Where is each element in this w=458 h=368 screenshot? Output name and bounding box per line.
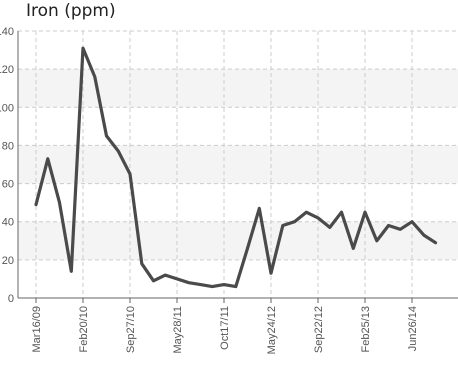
data-point [269,272,273,275]
data-point [434,241,437,244]
data-point [140,262,143,265]
data-point [46,157,49,160]
data-point [222,283,226,286]
y-tick-label: 140 [0,26,14,38]
data-point [258,207,261,210]
y-tick-label: 20 [2,255,14,267]
background-band [18,69,458,108]
data-point [199,283,202,286]
data-point [387,224,390,227]
tick-labels: 0 20 40 60 80 100 120 140 Mar16/09 Feb20/10 Sep27/… [0,26,419,354]
data-point [305,210,308,214]
data-point [316,216,320,220]
data-point [81,46,85,50]
data-point [410,220,414,223]
data-point [375,239,378,242]
data-point [234,285,237,288]
x-tick-label: Mar16/09 [31,306,43,352]
data-point [34,203,38,206]
data-point [175,277,179,281]
y-tick-label: 60 [2,179,14,191]
data-point [422,233,425,237]
y-tick-label: 80 [2,140,14,152]
y-tick-label: 120 [0,64,14,76]
data-point [164,273,167,277]
data-point [293,220,296,223]
data-point [246,247,249,250]
y-tick-label: 40 [2,217,14,229]
y-tick-label: 0 [8,293,14,305]
x-tick-label: Jun26/14 [407,306,419,351]
y-tick-label: 100 [0,102,14,114]
x-tick-label: Feb25/13 [360,306,372,352]
data-point [352,247,355,250]
series-layer [34,46,438,289]
data-point [187,281,190,284]
data-point [399,228,402,231]
x-tick-label: Oct17/11 [219,306,231,350]
data-point [93,75,96,78]
chart-title: Iron (ppm) [26,1,116,21]
data-point [117,149,120,153]
data-point [128,172,132,176]
background-band [18,145,458,184]
data-point [281,224,284,227]
data-point [340,210,343,214]
background-bands [18,69,458,260]
data-point [363,210,367,214]
x-tick-label: Sep27/10 [125,306,137,353]
axes [17,31,458,303]
x-tick-label: May24/12 [266,306,278,354]
data-point [152,279,155,283]
data-point [328,226,331,229]
data-point [70,270,73,273]
data-point [58,201,61,204]
data-point [105,134,108,138]
x-tick-label: May28/11 [172,306,184,354]
x-tick-label: Sep22/12 [313,306,325,353]
data-point [211,285,214,288]
x-tick-label: Feb20/10 [78,306,90,352]
